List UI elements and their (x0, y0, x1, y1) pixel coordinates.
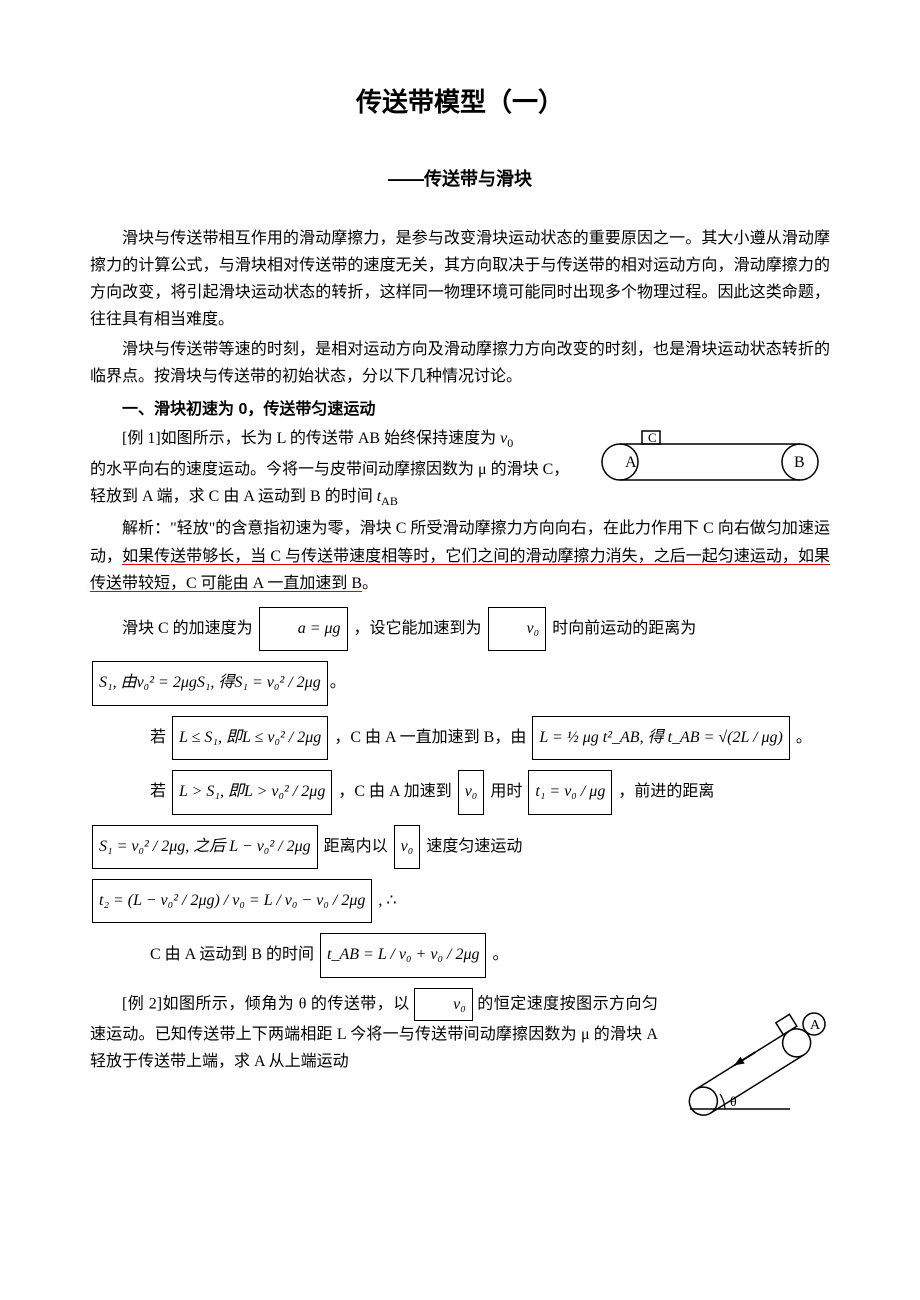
ex1-l5-box1: S₁ = v₀² / 2μg, 之后 L − v₀² / 2μg (92, 825, 318, 869)
ex1-l7-end: 。 (492, 946, 508, 963)
ex1-l3-end: 。 (796, 729, 812, 746)
ex1-line2: S₁, 由v₀² = 2μgS₁, 得S₁ = v₀² / 2μg。 (90, 661, 830, 705)
ex1-l5-a: 距离内以 (324, 837, 388, 854)
ex1-l5-box2: v₀ (394, 825, 421, 869)
ex1-l3-box2: L = ½ μg t²_AB, 得 t_AB = √(2L / μg) (532, 716, 790, 760)
page-subtitle: ——传送带与滑块 (90, 164, 830, 195)
ex1-l1-b: ，设它能加速到为 (354, 620, 482, 637)
ex1-stem-line2: 的水平向右的速度运动。今将一与皮带间动摩擦因数为 μ 的滑块 C，轻放到 A 端… (90, 461, 569, 505)
ex1-l5-b: 速度匀速运动 (426, 837, 522, 854)
ex1-l4-box3: t₁ = v₀ / μg (528, 770, 612, 814)
svg-text:C: C (648, 430, 657, 445)
ex1-l4-box2: v₀ (458, 770, 485, 814)
diagram-2: θ A (670, 992, 830, 1131)
ex1-analysis: 解析："轻放"的含意指初速为零，滑块 C 所受滑动摩擦力方向向右，在此力作用下 … (90, 515, 830, 597)
ex1-line3: 若 L ≤ S₁, 即L ≤ v₀² / 2μg ，C 由 A 一直加速到 B，… (150, 716, 830, 760)
ex1-l3-b: ，C 由 A 一直加速到 B，由 (334, 729, 526, 746)
svg-text:B: B (794, 454, 805, 471)
page-title: 传送带模型（一） (90, 80, 830, 124)
ex1-line4: 若 L > S₁, 即L > v₀² / 2μg ，C 由 A 加速到 v₀ 用… (150, 770, 830, 814)
ex1-l2-box: S₁, 由v₀² = 2μgS₁, 得S₁ = v₀² / 2μg (92, 661, 328, 705)
ex1-line1: 滑块 C 的加速度为 a = μg ，设它能加速到为 v₀ 时向前运动的距离为 (90, 607, 830, 651)
ex1-l4-d: ，前进的距离 (618, 783, 714, 800)
diagram-1: C A B (590, 427, 830, 496)
ex1-l4-box1: L > S₁, 即L > v₀² / 2μg (172, 770, 332, 814)
ex1-l7-a: C 由 A 运动到 B 的时间 (150, 946, 314, 963)
ex1-l4-b: ，C 由 A 加速到 (338, 783, 451, 800)
intro-p1: 滑块与传送带相互作用的滑动摩擦力，是参与改变滑块运动状态的重要原因之一。其大小遵… (90, 225, 830, 334)
ex1-l4-c: 用时 (490, 783, 522, 800)
ex1-line7: C 由 A 运动到 B 的时间 t_AB = L / v₀ + v₀ / 2μg… (150, 933, 830, 977)
ex1-l2-end: 。 (330, 674, 346, 691)
ex1-l1-box1: a = μg (259, 607, 348, 651)
ex1-line5: S₁ = v₀² / 2μg, 之后 L − v₀² / 2μg 距离内以 v₀… (90, 825, 830, 869)
intro-p2: 滑块与传送带等速的时刻，是相对运动方向及滑动摩擦力方向改变的时刻，也是滑块运动状… (90, 336, 830, 390)
ex1-l6-box: t₂ = (L − v₀² / 2μg) / v₀ = L / v₀ − v₀ … (92, 879, 372, 923)
ex1-l4-a: 若 (150, 783, 166, 800)
ex1-l1-box2: v₀ (488, 607, 547, 651)
svg-text:A: A (810, 1018, 821, 1033)
ex1-l3-box1: L ≤ S₁, 即L ≤ v₀² / 2μg (172, 716, 328, 760)
ex1-l7-box: t_AB = L / v₀ + v₀ / 2μg (320, 933, 486, 977)
ex1-analysis-end: 。 (362, 575, 378, 592)
ex1-l1-a: 滑块 C 的加速度为 (122, 620, 253, 637)
ex1-tAB-sub: AB (381, 494, 398, 508)
section1-heading: 一、滑块初速为 0，传送带匀速运动 (90, 396, 830, 423)
ex1-l1-c: 时向前运动的距离为 (552, 620, 696, 637)
ex1-v0-0: 0 (507, 436, 513, 450)
ex2-box: v₀ (414, 988, 473, 1021)
ex1-stem-pre: [例 1]如图所示，长为 L 的传送带 AB 始终保持速度为 (122, 430, 500, 447)
ex2-a: [例 2]如图所示，倾角为 θ 的传送带，以 (122, 995, 410, 1012)
svg-text:A: A (625, 454, 637, 471)
ex1-analysis-underline: 如果传送带够长，当 C 与传送带速度相等时，它们之间的滑动摩擦力消失，之后一起匀… (90, 548, 830, 592)
svg-text:θ: θ (730, 1095, 737, 1110)
ex1-line6: t₂ = (L − v₀² / 2μg) / v₀ = L / v₀ − v₀ … (90, 879, 830, 923)
ex1-l3-a: 若 (150, 729, 166, 746)
ex1-l6-end: , ∴ (378, 892, 396, 909)
